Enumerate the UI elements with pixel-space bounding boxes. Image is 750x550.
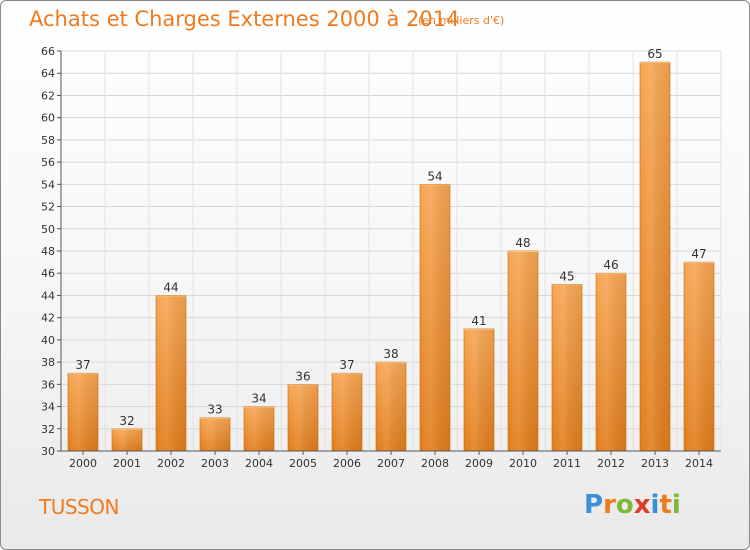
logo-letter: P (584, 490, 604, 520)
logo-letter: x (633, 490, 651, 520)
data-label: 54 (427, 169, 442, 183)
y-tick-label: 52 (41, 201, 55, 214)
y-tick-label: 60 (41, 112, 55, 125)
y-tick-label: 56 (41, 156, 55, 169)
bar-shine (200, 417, 230, 451)
chart-title: Achats et Charges Externes 2000 à 2014 (29, 7, 460, 31)
y-tick-label: 58 (41, 134, 55, 147)
data-label: 36 (295, 369, 310, 383)
x-tick-label: 2007 (377, 457, 405, 470)
bar-shine (640, 62, 670, 451)
x-tick-label: 2004 (245, 457, 273, 470)
data-label: 34 (251, 392, 266, 406)
y-tick-label: 40 (41, 334, 55, 347)
y-tick-label: 30 (41, 445, 55, 458)
data-label: 47 (691, 247, 706, 261)
y-tick-label: 66 (41, 45, 55, 58)
y-tick-label: 34 (41, 401, 55, 414)
bar-shine (684, 262, 714, 451)
bar-shine (332, 373, 362, 451)
y-tick-label: 36 (41, 378, 55, 391)
y-tick-label: 54 (41, 178, 55, 191)
bar-shine (552, 284, 582, 451)
x-tick-label: 2000 (69, 457, 97, 470)
x-tick-label: 2011 (553, 457, 581, 470)
x-tick-label: 2001 (113, 457, 141, 470)
data-label: 46 (603, 258, 618, 272)
logo-letter: o (615, 490, 634, 520)
bar-shine (288, 384, 318, 451)
bar-shine (376, 362, 406, 451)
x-tick-label: 2005 (289, 457, 317, 470)
y-tick-label: 64 (41, 67, 55, 80)
x-tick-label: 2013 (641, 457, 669, 470)
chart-subtitle: (en milliers d'€) (418, 14, 505, 27)
x-tick-label: 2009 (465, 457, 493, 470)
data-label: 32 (119, 414, 134, 428)
data-label: 44 (163, 280, 178, 294)
data-label: 37 (75, 358, 90, 372)
data-label: 65 (647, 47, 662, 61)
x-tick-label: 2014 (685, 457, 713, 470)
bar-shine (508, 251, 538, 451)
logo-letter: t (659, 490, 672, 520)
proxiti-logo: Proxiti (584, 490, 681, 520)
data-label: 33 (207, 403, 222, 417)
logo-letter: i (671, 490, 681, 520)
x-tick-label: 2012 (597, 457, 625, 470)
data-label: 38 (383, 347, 398, 361)
x-tick-label: 2003 (201, 457, 229, 470)
y-tick-label: 50 (41, 223, 55, 236)
x-tick-label: 2008 (421, 457, 449, 470)
place-name: TUSSON (39, 495, 119, 519)
data-label: 45 (559, 269, 574, 283)
y-tick-label: 42 (41, 312, 55, 325)
x-tick-label: 2006 (333, 457, 361, 470)
data-label: 37 (339, 358, 354, 372)
x-tick-label: 2010 (509, 457, 537, 470)
logo-letter: i (650, 490, 660, 520)
bar-shine (464, 328, 494, 451)
bar-shine (156, 295, 186, 451)
y-tick-label: 44 (41, 289, 55, 302)
bar-shine (596, 273, 626, 451)
y-tick-label: 62 (41, 89, 55, 102)
x-tick-label: 2002 (157, 457, 185, 470)
y-tick-label: 32 (41, 423, 55, 436)
data-label: 41 (471, 314, 486, 328)
bar-shine (420, 184, 450, 452)
y-tick-label: 48 (41, 245, 55, 258)
logo-letter: r (603, 490, 616, 520)
data-label: 48 (515, 236, 530, 250)
y-tick-label: 38 (41, 356, 55, 369)
y-tick-label: 46 (41, 267, 55, 280)
bar-shine (244, 406, 274, 451)
bar-shine (68, 373, 98, 451)
bar-shine (112, 428, 142, 451)
